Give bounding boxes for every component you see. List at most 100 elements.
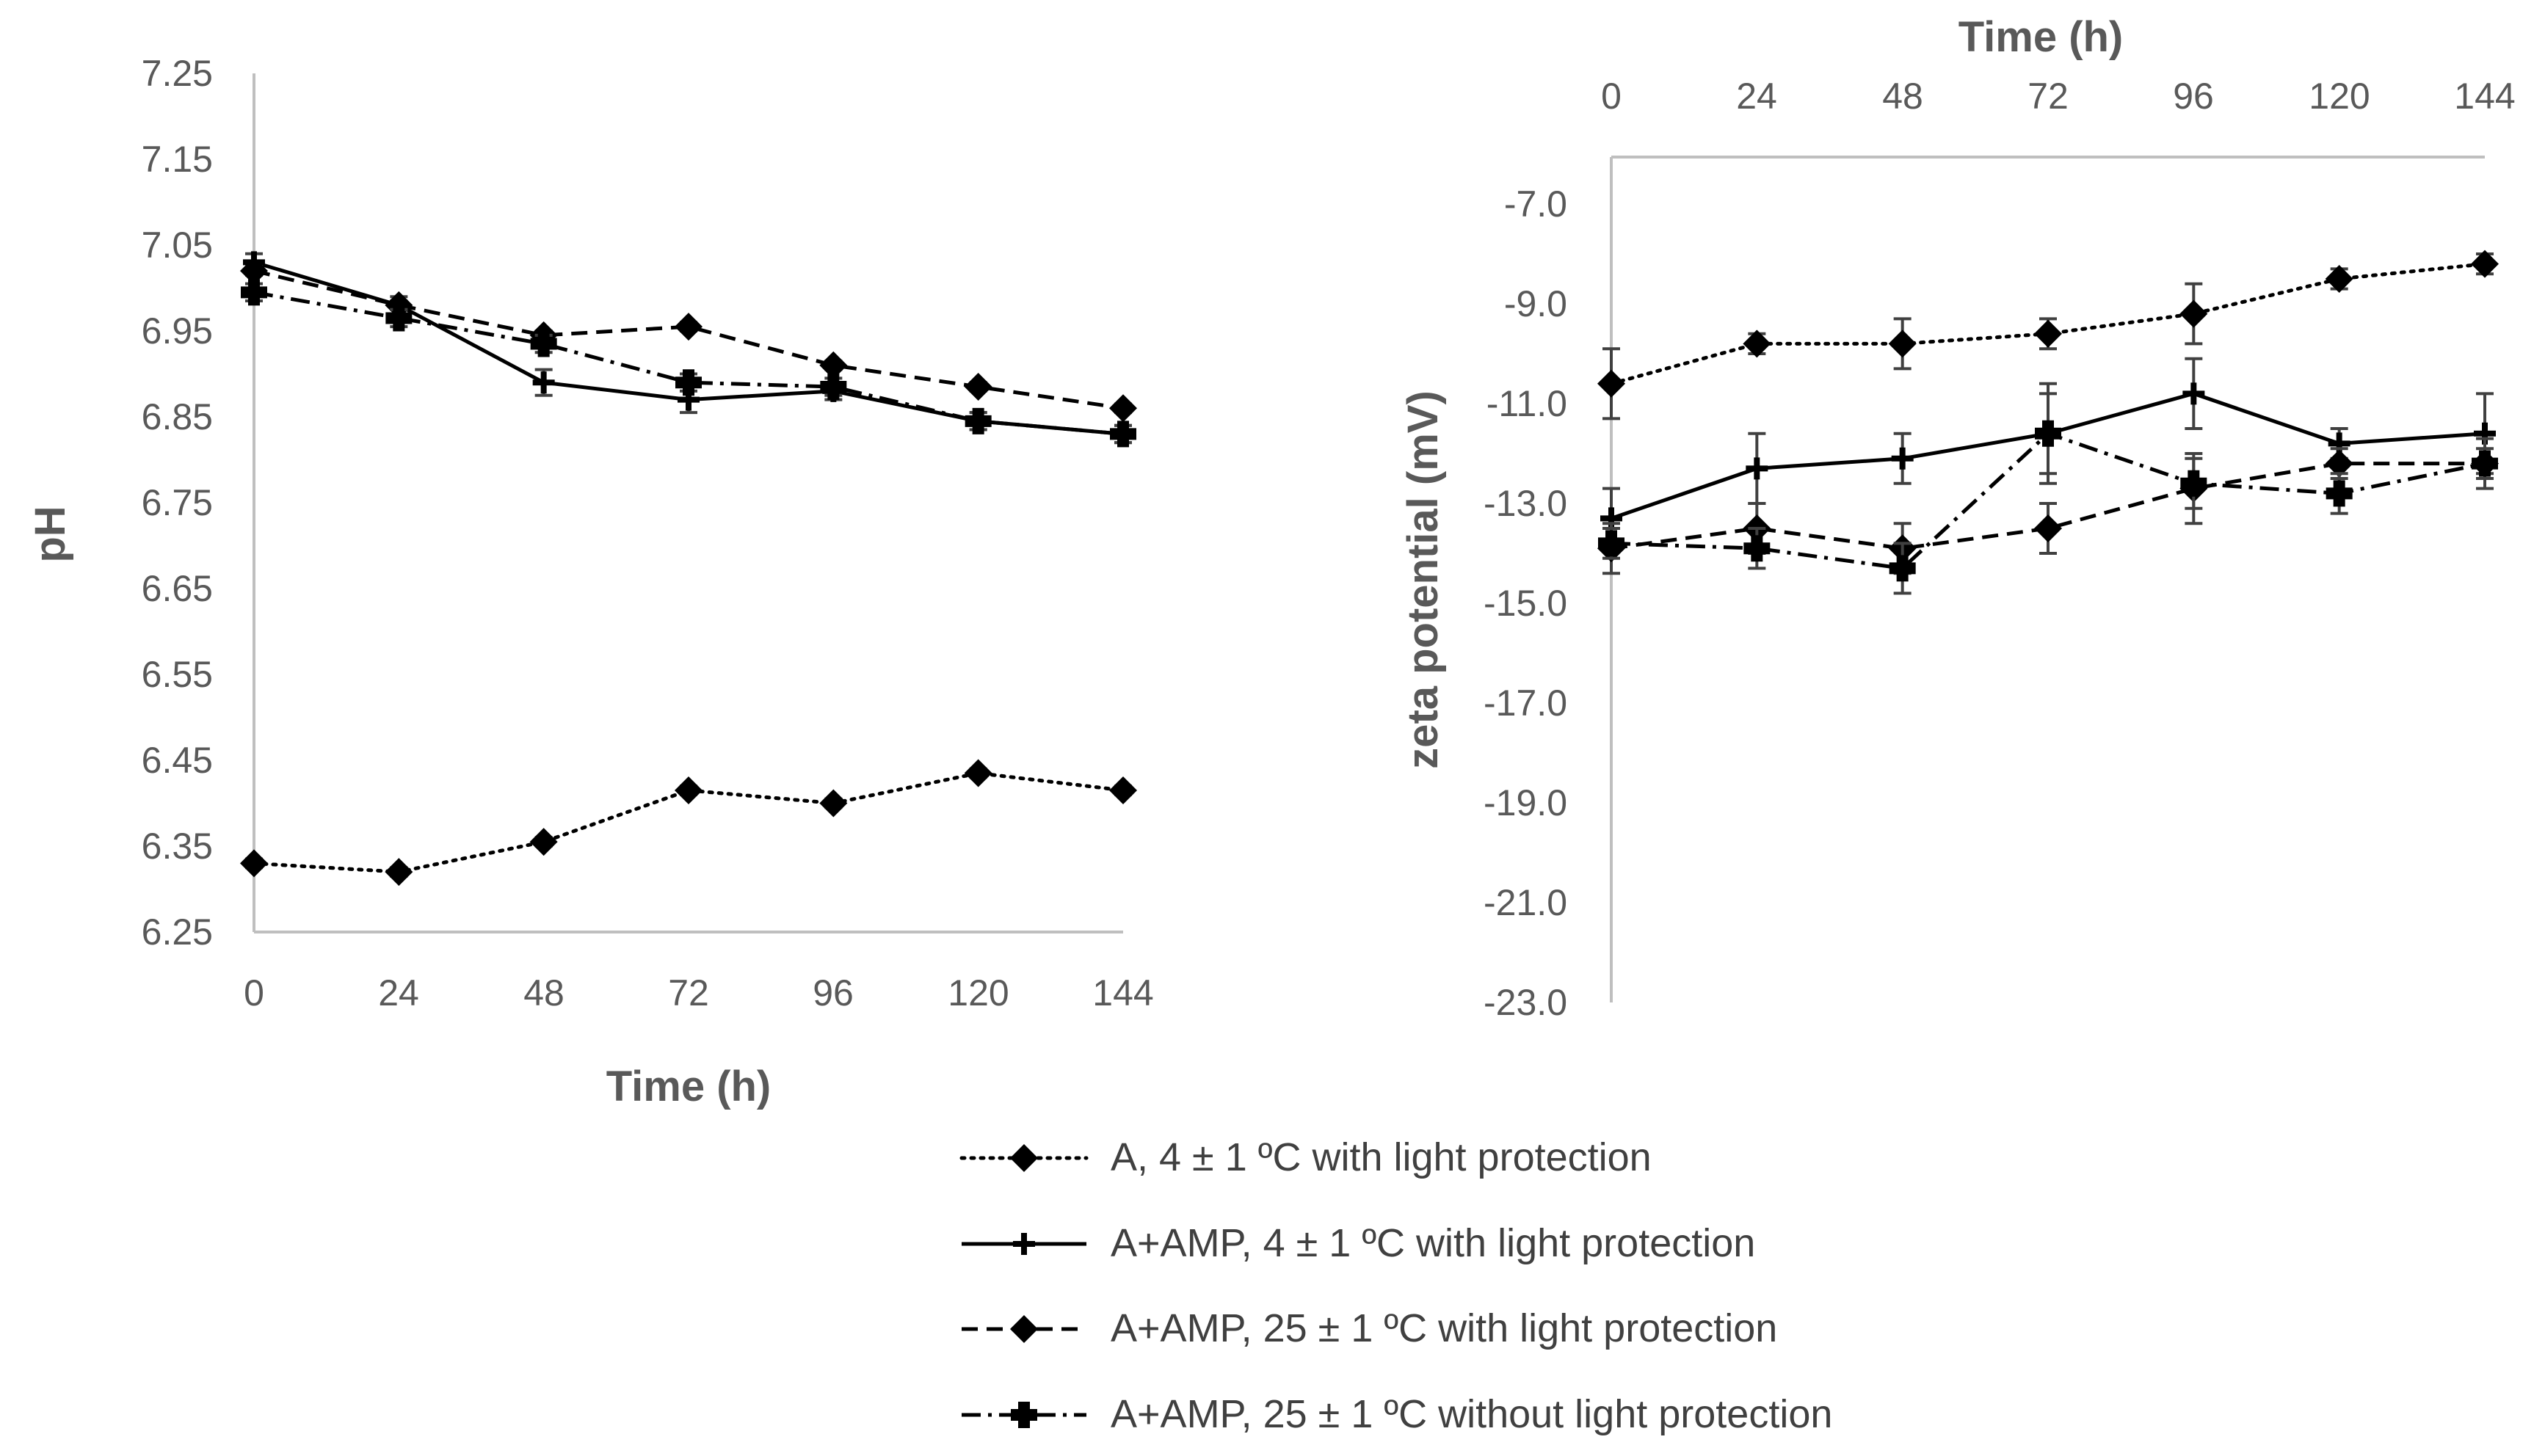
zeta-y-tick-label: -17.0 — [1484, 682, 1567, 724]
zeta-point-a-4c — [2034, 319, 2062, 348]
zeta-point-amp-4c — [1746, 457, 1768, 480]
ph-point-amp-25c-light — [675, 313, 703, 341]
zeta-x-tick-label: 96 — [2173, 76, 2214, 117]
ph-point-amp-25c-dark — [820, 374, 847, 401]
zeta-y-tick-label: -21.0 — [1484, 882, 1567, 923]
zeta-x-tick-label: 24 — [1736, 76, 1777, 117]
zeta-point-a-4c — [2325, 265, 2353, 293]
ph-x-tick-label: 0 — [244, 972, 264, 1013]
ph-y-tick-label: 7.05 — [142, 225, 213, 266]
ph-y-tick-label: 6.65 — [142, 568, 213, 609]
legend-entry: A+AMP, 25 ± 1 ºC without light protectio… — [962, 1392, 1832, 1436]
ph-x-tick-label: 72 — [668, 972, 709, 1013]
ph-point-amp-25c-dark — [530, 330, 557, 357]
zeta-x-axis-title: Time (h) — [1958, 13, 2124, 61]
zeta-point-amp-25c-light — [2325, 449, 2353, 478]
zeta-point-amp-25c-dark — [2472, 450, 2498, 477]
ph-point-amp-25c-light — [1109, 394, 1137, 423]
ph-x-tick-label: 96 — [813, 972, 854, 1013]
legend-marker-a-4c — [1010, 1144, 1038, 1172]
legend-label: A+AMP, 4 ± 1 ºC with light protection — [1111, 1221, 1755, 1265]
legend-swatch-amp-4c — [962, 1233, 1086, 1255]
ph-point-a-4c — [385, 858, 413, 887]
ph-point-a-4c — [529, 828, 558, 856]
zeta-y-tick-label: -7.0 — [1504, 183, 1567, 225]
ph-y-tick-label: 7.25 — [142, 53, 213, 94]
zeta-point-a-4c — [1597, 369, 1625, 398]
zeta-point-amp-4c — [1891, 447, 1914, 470]
zeta-point-amp-25c-dark — [1743, 535, 1771, 562]
zeta-point-amp-4c — [1600, 507, 1622, 530]
zeta-y-tick-label: -13.0 — [1484, 483, 1567, 524]
ph-plot-area — [240, 251, 1137, 887]
legend-entry: A, 4 ± 1 ºC with light protection — [959, 1135, 1652, 1179]
zeta-point-a-4c — [1743, 330, 1771, 358]
zeta-point-amp-25c-dark — [1889, 555, 1916, 582]
ph-y-axis-title: pH — [26, 506, 74, 562]
legend-entry: A+AMP, 4 ± 1 ºC with light protection — [962, 1221, 1755, 1265]
ph-point-a-4c — [964, 759, 992, 787]
ph-y-tick-label: 6.25 — [142, 911, 213, 953]
ph-y-tick-label: 6.35 — [142, 826, 213, 867]
zeta-point-amp-4c — [2474, 422, 2496, 445]
zeta-point-a-4c — [2471, 250, 2499, 278]
ph-y-tick-label: 6.85 — [142, 396, 213, 437]
ph-point-a-4c — [1109, 776, 1137, 804]
legend-swatch-amp-25c-light — [962, 1315, 1086, 1343]
ph-point-a-4c — [819, 789, 848, 818]
legend-label: A+AMP, 25 ± 1 ºC without light protectio… — [1111, 1392, 1832, 1436]
ph-point-amp-25c-dark — [965, 407, 992, 434]
zeta-point-amp-25c-dark — [2035, 420, 2061, 447]
ph-point-amp-25c-dark — [675, 369, 702, 396]
zeta-y-tick-label: -23.0 — [1484, 982, 1567, 1023]
ph-x-tick-label: 144 — [1092, 972, 1153, 1013]
zeta-y-tick-label: -9.0 — [1504, 283, 1567, 324]
ph-y-tick-label: 6.95 — [142, 310, 213, 352]
ph-chart: 7.25 7.15 7.05 6.95 6.85 6.75 6.65 6.55 … — [26, 53, 1154, 1110]
ph-point-amp-25c-dark — [385, 305, 413, 332]
ph-point-amp-4c — [678, 388, 700, 411]
ph-point-amp-25c-dark — [241, 279, 267, 306]
zeta-point-amp-25c-light — [2034, 514, 2062, 542]
zeta-plot-area — [1597, 250, 2499, 595]
zeta-x-tick-label: 48 — [1882, 76, 1923, 117]
ph-x-axis-title: Time (h) — [606, 1063, 772, 1110]
ph-point-amp-25c-light — [964, 373, 992, 401]
zeta-point-amp-4c — [2182, 382, 2205, 405]
zeta-x-tick-label: 144 — [2454, 76, 2515, 117]
zeta-point-amp-25c-dark — [2180, 470, 2207, 497]
zeta-y-axis-title: zeta potential (mV) — [1399, 390, 1447, 769]
ph-point-amp-25c-dark — [1110, 421, 1136, 448]
ph-y-tick-label: 7.15 — [142, 139, 213, 180]
legend-entry: A+AMP, 25 ± 1 ºC with light protection — [962, 1306, 1777, 1350]
zeta-y-tick-label: -19.0 — [1484, 782, 1567, 823]
ph-point-amp-25c-light — [819, 351, 848, 379]
ph-y-tick-label: 6.75 — [142, 482, 213, 523]
ph-x-tick-label: 48 — [523, 972, 564, 1013]
legend: A, 4 ± 1 ºC with light protection A+AMP,… — [959, 1135, 1832, 1436]
ph-point-a-4c — [240, 849, 268, 878]
zeta-chart: -7.0 -9.0 -11.0 -13.0 -15.0 -17.0 -19.0 … — [1399, 13, 2516, 1023]
zeta-x-tick-label: 120 — [2309, 76, 2370, 117]
zeta-point-a-4c — [2179, 299, 2208, 328]
legend-marker-amp-25c-light — [1010, 1315, 1038, 1343]
ph-point-a-4c — [675, 776, 703, 804]
ph-point-amp-25c-light — [240, 257, 268, 285]
zeta-point-amp-25c-dark — [1598, 530, 1624, 557]
ph-y-tick-label: 6.45 — [142, 740, 213, 781]
legend-label: A, 4 ± 1 ºC with light protection — [1111, 1135, 1652, 1179]
legend-marker-amp-4c — [1013, 1233, 1035, 1255]
zeta-point-amp-25c-dark — [2326, 480, 2353, 507]
zeta-y-tick-label: -11.0 — [1486, 383, 1567, 424]
ph-x-tick-label: 24 — [378, 972, 419, 1013]
zeta-x-tick-label: 72 — [2027, 76, 2069, 117]
legend-swatch-amp-25c-dark — [962, 1402, 1086, 1428]
ph-y-tick-label: 6.55 — [142, 654, 213, 695]
legend-label: A+AMP, 25 ± 1 ºC with light protection — [1111, 1306, 1777, 1350]
zeta-point-a-4c — [1888, 330, 1917, 358]
zeta-y-tick-label: -15.0 — [1484, 583, 1567, 624]
legend-swatch-a-4c — [959, 1144, 1089, 1172]
zeta-point-amp-4c — [2328, 432, 2350, 455]
ph-point-amp-4c — [532, 371, 555, 394]
